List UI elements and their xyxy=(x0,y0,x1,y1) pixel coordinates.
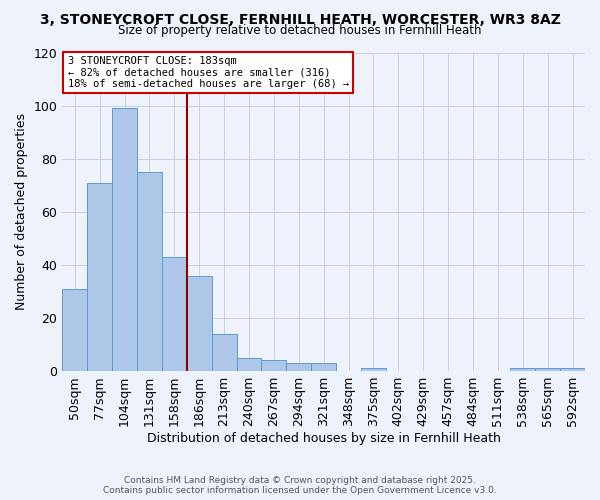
Bar xyxy=(286,363,311,371)
Bar xyxy=(236,358,262,371)
Bar xyxy=(87,182,112,371)
X-axis label: Distribution of detached houses by size in Fernhill Heath: Distribution of detached houses by size … xyxy=(147,432,500,445)
Bar xyxy=(311,363,336,371)
Bar xyxy=(212,334,236,371)
Text: Size of property relative to detached houses in Fernhill Heath: Size of property relative to detached ho… xyxy=(118,24,482,37)
Bar xyxy=(137,172,162,371)
Bar xyxy=(187,276,212,371)
Bar xyxy=(262,360,286,371)
Bar xyxy=(560,368,585,371)
Bar xyxy=(162,257,187,371)
Text: 3, STONEYCROFT CLOSE, FERNHILL HEATH, WORCESTER, WR3 8AZ: 3, STONEYCROFT CLOSE, FERNHILL HEATH, WO… xyxy=(40,12,560,26)
Text: Contains HM Land Registry data © Crown copyright and database right 2025.
Contai: Contains HM Land Registry data © Crown c… xyxy=(103,476,497,495)
Bar xyxy=(62,289,87,371)
Y-axis label: Number of detached properties: Number of detached properties xyxy=(15,114,28,310)
Bar xyxy=(511,368,535,371)
Bar xyxy=(112,108,137,371)
Bar xyxy=(535,368,560,371)
Bar xyxy=(361,368,386,371)
Text: 3 STONEYCROFT CLOSE: 183sqm
← 82% of detached houses are smaller (316)
18% of se: 3 STONEYCROFT CLOSE: 183sqm ← 82% of det… xyxy=(68,56,349,89)
